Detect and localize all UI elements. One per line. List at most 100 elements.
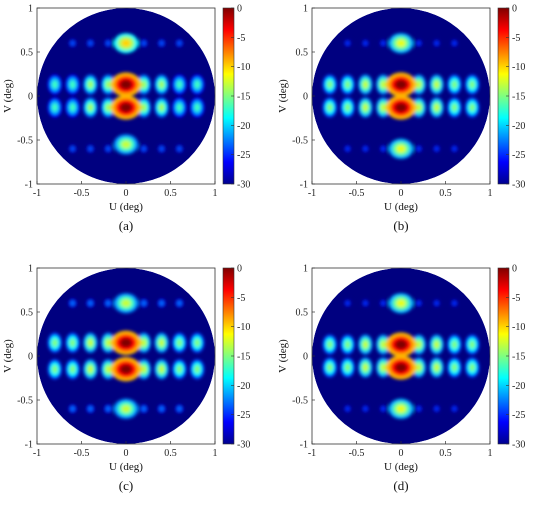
side-lobe-peak (51, 338, 58, 347)
faint-lobe-peak (363, 146, 368, 152)
y-tick-label: 0 (303, 92, 308, 103)
x-tick-label: -0.5 (349, 448, 365, 459)
side-lobe-peak (451, 103, 458, 112)
side-lobe-peak (380, 80, 387, 89)
faint-lobe-peak (88, 40, 93, 46)
faint-lobe-peak (380, 40, 386, 46)
side-lobe-peak (194, 103, 201, 112)
faint-lobe-peak (416, 146, 422, 152)
side-lobe-peak (158, 338, 165, 347)
side-lobe-peak (469, 340, 476, 349)
colorbar-tick-label: -20 (237, 381, 250, 392)
side-lobe-peak (194, 80, 201, 89)
chart-panel-b: -1 -0.5 0 0.5 1 1 0.5 0 -0.5 -1 0 -5 -10 -15 -20 -25 -3… (275, 0, 550, 255)
faint-lobe-peak (434, 40, 439, 46)
side-lobe-peak (380, 103, 387, 112)
side-lobe-peak (362, 103, 369, 112)
side-lobe-peak (194, 338, 201, 347)
side-lobe-peak (326, 80, 333, 89)
faint-lobe-peak (159, 300, 164, 306)
colorbar-tick-label: -15 (237, 352, 250, 363)
main-lobe-peak (119, 364, 133, 374)
chart-panel-a: -1 -0.5 0 0.5 1 1 0.5 0 -0.5 -1 0 -5 -10 -15 -20 -25 -3… (0, 0, 275, 255)
x-tick-label: 0.5 (164, 188, 177, 199)
colorbar-tick-label: -5 (512, 33, 520, 44)
side-lobe-peak (362, 340, 369, 349)
faint-lobe-peak (416, 40, 422, 46)
side-lobe-peak (69, 338, 76, 347)
side-lobe-peak (105, 80, 112, 89)
faint-lobe-peak (159, 406, 164, 412)
faint-lobe-peak (141, 40, 147, 46)
colorbar-a: 0 -5 -10 -15 -20 -25 -30 (222, 4, 250, 191)
side-lobe-peak (69, 80, 76, 89)
x-axis-label: U (deg) (109, 461, 143, 473)
faint-lobe-peak (345, 146, 350, 152)
colorbar-tick-label: -25 (237, 150, 250, 161)
faint-lobe-peak (159, 146, 164, 152)
panel-caption: (c) (119, 478, 133, 493)
x-tick-label: 0 (124, 448, 129, 459)
x-tick-label: -0.5 (74, 448, 90, 459)
x-tick-label: 0.5 (439, 188, 452, 199)
side-lobe-peak (158, 365, 165, 374)
colorbar-tick-label: -20 (512, 121, 525, 132)
side-lobe-peak (415, 103, 422, 112)
y-tick-label: 1 (303, 4, 308, 15)
plot-area-a (37, 8, 215, 184)
x-tick-label: 1 (488, 188, 493, 199)
main-lobe-peak (394, 102, 408, 113)
y-tick-label: 0 (28, 352, 33, 363)
side-lobe-peak (344, 103, 351, 112)
colorbar-tick-label: -30 (237, 180, 250, 191)
colorbar-tick-label: -10 (512, 62, 525, 73)
faint-lobe-peak (363, 300, 368, 306)
side-lobe-peak (194, 365, 201, 374)
side-lobe-peak (51, 103, 58, 112)
faint-lobe-peak (452, 300, 457, 306)
main-lobe-peak (119, 79, 133, 90)
side-lobe-peak (158, 103, 165, 112)
faint-lobe-peak (345, 300, 350, 306)
colorbar-tick-label: -20 (237, 121, 250, 132)
x-tick-label: 1 (213, 188, 218, 199)
side-lobe-peak (451, 80, 458, 89)
x-tick-label: 0.5 (164, 448, 177, 459)
faint-lobe-peak (345, 406, 350, 412)
colorbar-d: 0 -5 -10 -15 -20 -25 -30 (497, 264, 525, 451)
y-tick-label: -0.5 (292, 396, 308, 407)
x-axis-label: U (deg) (384, 201, 418, 213)
vertical-lobe-peak (396, 144, 406, 153)
y-tick-label: 1 (28, 264, 33, 275)
side-lobe-peak (344, 340, 351, 349)
y-tick-label: -1 (300, 440, 308, 451)
x-tick-label: -1 (308, 188, 316, 199)
faint-lobe-peak (452, 146, 457, 152)
y-axis-label: V (deg) (277, 339, 289, 373)
side-lobe-peak (105, 338, 112, 347)
side-lobe-peak (451, 363, 458, 372)
side-lobe-peak (69, 103, 76, 112)
axes-a: -1 -0.5 0 0.5 1 1 0.5 0 -0.5 -1 (17, 4, 217, 200)
faint-lobe-peak (345, 40, 350, 46)
side-lobe-peak (344, 80, 351, 89)
side-lobe-peak (51, 365, 58, 374)
panel-caption: (a) (119, 218, 133, 233)
side-lobe-peak (140, 80, 147, 89)
axes-b: -1 -0.5 0 0.5 1 1 0.5 0 -0.5 -1 (292, 4, 492, 200)
side-lobe-peak (344, 363, 351, 372)
chart-panel-c: -1 -0.5 0 0.5 1 1 0.5 0 -0.5 -1 0 -5 -10 -15 -20 -25 -3… (0, 260, 275, 505)
faint-lobe-peak (363, 406, 368, 412)
x-tick-label: -1 (308, 448, 316, 459)
colorbar-tick-label: -10 (512, 322, 525, 333)
side-lobe-peak (69, 365, 76, 374)
y-tick-label: 0.5 (21, 48, 34, 59)
side-lobe-peak (140, 365, 147, 374)
y-tick-label: 0.5 (21, 308, 34, 319)
colorbar-tick-label: -5 (237, 293, 245, 304)
main-lobe-peak (394, 339, 408, 350)
y-tick-label: 1 (28, 4, 33, 15)
side-lobe-peak (158, 80, 165, 89)
colorbar-tick-label: -30 (512, 440, 525, 451)
faint-lobe-peak (88, 300, 93, 306)
